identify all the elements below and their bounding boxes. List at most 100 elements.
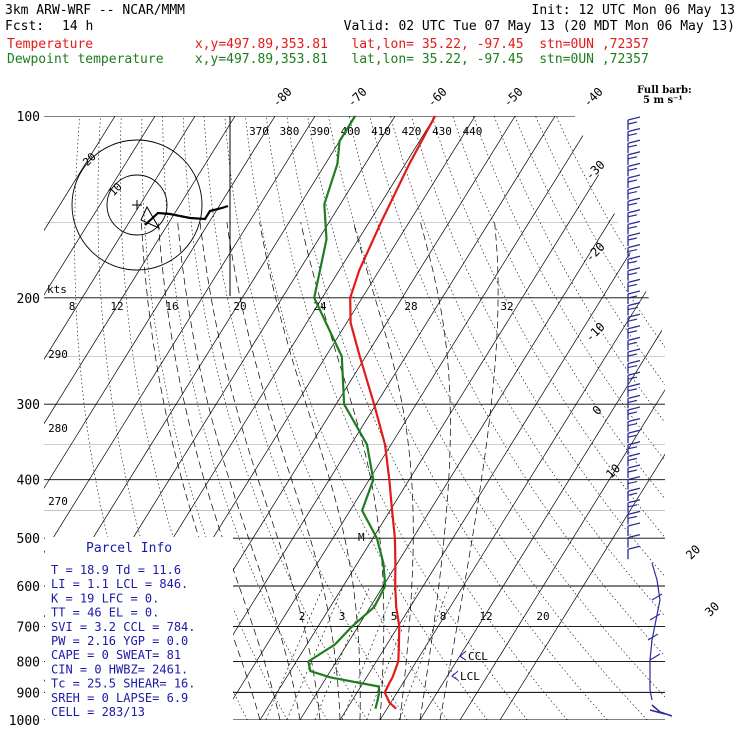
temperature-profile	[349, 115, 437, 710]
wind-barb	[627, 301, 641, 316]
mixing-ratio-label: 32	[500, 300, 513, 313]
wind-barb	[627, 290, 641, 304]
mixing-ratio-line	[398, 585, 450, 720]
mixing-ratio-label: 5	[391, 610, 398, 623]
isotherm	[44, 116, 316, 720]
pressure-label-300: 300	[17, 398, 40, 413]
wind-barb	[627, 417, 641, 432]
wind-barb	[627, 359, 641, 374]
pressure-label-200: 200	[17, 292, 40, 307]
temperature-legend: Temperature x,y=497.89,353.81 lat,lon= 3…	[7, 37, 649, 52]
mixing-ratio-label: 28	[404, 300, 417, 313]
moist-adiabat	[226, 222, 341, 720]
barb-legend-label: Full barb:	[637, 85, 692, 96]
isotherm	[44, 116, 236, 720]
mixing-ratio-label: 20	[536, 610, 549, 623]
wind-barb	[627, 139, 641, 154]
hodograph-ring	[106, 174, 168, 236]
pressure-label-700: 700	[17, 620, 40, 635]
isotherm	[44, 116, 116, 720]
wind-barb	[627, 510, 641, 525]
mixing-ratio-line	[286, 585, 344, 720]
pressure-label-500: 500	[17, 532, 40, 547]
dry-adiabat	[203, 116, 408, 720]
storm-motion-marker	[140, 205, 161, 230]
theta-e-label: 290	[48, 348, 68, 361]
wind-barb	[627, 255, 641, 270]
isotherm	[299, 116, 665, 720]
moist-adiabat	[419, 222, 451, 720]
dry-adiabat	[431, 116, 665, 720]
wind-barb	[627, 371, 641, 386]
wind-barb	[627, 185, 641, 200]
level-marker-lcl: LCL	[460, 670, 480, 683]
dewpoint-legend: Dewpoint temperature x,y=497.89,353.81 l…	[7, 52, 649, 67]
hodograph-ring	[71, 139, 203, 271]
theta-label: 370	[249, 125, 269, 138]
isotherm	[44, 116, 156, 720]
parcel-marker: M	[358, 531, 365, 544]
mixing-ratio-label: 12	[110, 300, 123, 313]
model-title: 3km ARW-WRF -- NCAR/MMM	[5, 3, 185, 18]
theta-label: 390	[310, 125, 330, 138]
isotherm	[44, 116, 276, 720]
theta-label: 380	[280, 125, 300, 138]
parcel-info-row: CIN = 0 HWBZ= 2461.	[51, 662, 188, 676]
theta-label: 430	[432, 125, 452, 138]
mixing-ratio-label: 8	[69, 300, 76, 313]
dry-adiabat	[307, 116, 608, 720]
wind-barb	[627, 220, 641, 235]
isotherm	[44, 116, 196, 720]
hodograph-unit-label: kts	[47, 283, 67, 296]
wind-barb	[627, 336, 641, 351]
wind-barb	[627, 278, 641, 293]
theta-label: 440	[463, 125, 483, 138]
theta-e-label: 280	[48, 422, 68, 435]
moist-adiabat	[199, 222, 321, 720]
wind-barb	[627, 116, 641, 130]
dewpoint-profile	[307, 115, 387, 709]
wind-barb	[627, 174, 641, 188]
wind-barb	[627, 429, 641, 444]
forecast-label: Fcst:	[5, 19, 44, 34]
dry-adiabat	[348, 116, 665, 720]
init-time: Init: 12 UTC Mon 06 May 13	[532, 3, 736, 18]
wind-barb	[627, 151, 641, 165]
wind-barb	[627, 522, 641, 536]
pressure-label-800: 800	[17, 655, 40, 670]
level-marker-ccl: CCL	[468, 650, 488, 663]
isotherm	[259, 116, 636, 720]
pressure-label-400: 400	[17, 474, 40, 489]
wind-barb	[627, 232, 641, 246]
parcel-info-row: K = 19 LFC = 0.	[51, 591, 159, 605]
isotherm	[44, 116, 356, 720]
pressure-label-600: 600	[17, 580, 40, 595]
parcel-info-row: Tc = 25.5 SHEAR= 16.	[51, 677, 196, 691]
wind-barb	[627, 162, 641, 177]
hodograph-trace	[144, 204, 229, 226]
wind-barb	[627, 325, 641, 339]
wind-barb-surface	[649, 704, 673, 717]
dry-adiabat	[224, 116, 448, 720]
theta-label: 400	[341, 125, 361, 138]
moist-adiabat	[259, 222, 361, 720]
wind-barb	[647, 633, 659, 641]
moist-adiabat	[177, 222, 301, 720]
wind-barb	[627, 383, 641, 397]
wind-barb	[627, 452, 641, 467]
wind-barb	[627, 441, 641, 455]
mixing-ratio-line	[314, 585, 371, 720]
pressure-label-1000: 1000	[9, 714, 40, 729]
parcel-info-row: SVI = 3.2 CCL = 784.	[51, 620, 196, 634]
dry-adiabat	[183, 116, 368, 720]
parcel-info-row: CAPE = 0 SWEAT= 81	[51, 648, 181, 662]
barb-legend-unit: 5 m s⁻¹	[643, 95, 683, 106]
wind-barb	[627, 394, 641, 409]
wind-barb	[627, 406, 641, 420]
wind-barb	[627, 464, 641, 478]
pressure-label-900: 900	[17, 686, 40, 701]
parcel-info-row: CELL = 283/13	[51, 705, 145, 719]
parcel-info-title: Parcel Info	[86, 541, 172, 556]
wind-barb	[627, 209, 641, 223]
wind-barb	[627, 533, 641, 548]
